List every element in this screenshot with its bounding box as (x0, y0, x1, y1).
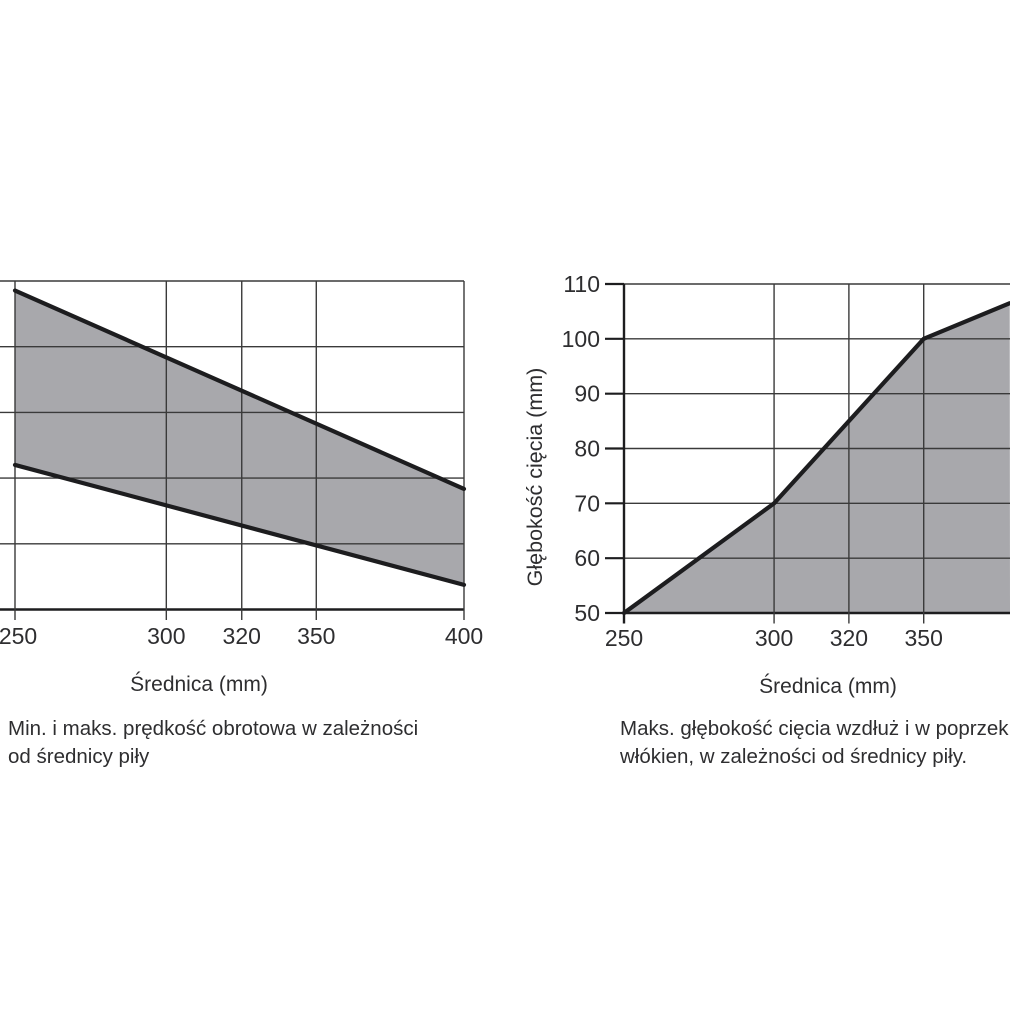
x-tick-label: 320 (830, 625, 868, 651)
y-tick-label: 100 (562, 326, 600, 352)
y-tick-label: 80 (574, 436, 600, 462)
x-tick-label: 300 (755, 625, 793, 651)
x-tick-label: 350 (297, 623, 335, 649)
x-tick-label: 250 (0, 623, 37, 649)
left-chart-caption: Min. i maks. prędkość obrotowa w zależno… (8, 715, 418, 771)
y-tick-label: 110 (563, 271, 600, 297)
left-chart-plot: 250 300 320 350 400 (0, 280, 483, 649)
y-tick-label: 60 (574, 545, 600, 571)
max-speed-line (12, 288, 467, 492)
right-chart-x-axis-title: Średnica (mm) (759, 675, 897, 698)
x-tick-label: 350 (905, 625, 943, 651)
speed-band-area (15, 290, 464, 585)
min-speed-line (12, 462, 467, 587)
left-chart-caption-line1: Min. i maks. prędkość obrotowa w zależno… (8, 717, 419, 740)
right-chart-caption: Maks. głębokość cięcia wzdłuż i w poprze… (620, 715, 1009, 771)
y-tick-label: 90 (574, 381, 600, 407)
right-chart-caption-line2: włókien, w zależności od średnicy piły. (620, 745, 968, 768)
right-chart-caption-line1: Maks. głębokość cięcia wzdłuż i w poprze… (620, 717, 1009, 740)
cut-depth-line (621, 301, 1010, 616)
y-tick-label: 70 (574, 490, 600, 516)
x-tick-label: 300 (147, 623, 185, 649)
left-chart-x-axis-title: Średnica (mm) (130, 673, 268, 696)
x-tick-label: 320 (223, 623, 261, 649)
left-chart-caption-line2: od średnicy piły (8, 745, 150, 768)
y-tick-label: 50 (574, 600, 600, 626)
x-tick-label: 250 (605, 625, 643, 651)
x-tick-label: 400 (445, 623, 483, 649)
right-chart-y-axis-title: Głębokość cięcia (mm) (523, 367, 547, 587)
